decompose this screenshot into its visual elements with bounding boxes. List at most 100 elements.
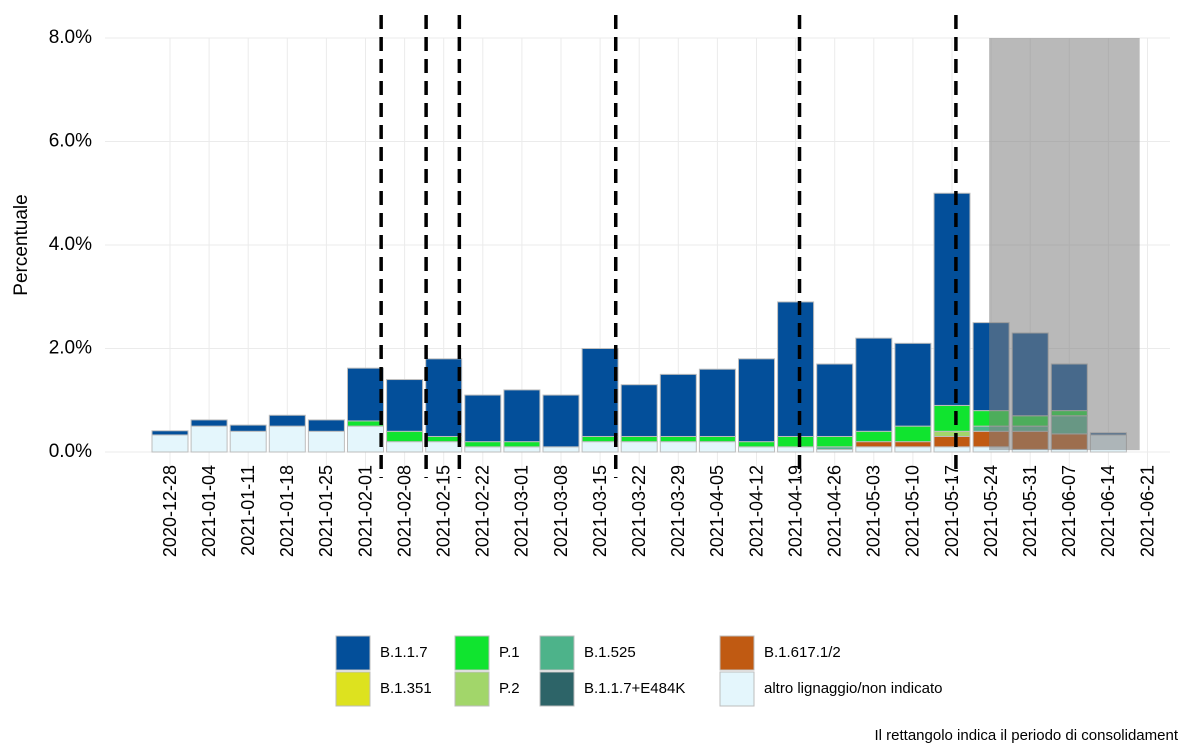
legend-key: [539, 671, 575, 707]
x-tick-label: 2021-05-17: [942, 465, 962, 557]
bar-segment: [933, 192, 971, 406]
legend-label: P.1: [499, 644, 520, 661]
bar-segment: [581, 441, 619, 453]
bar-segment: [698, 435, 736, 443]
bar-segment: [659, 373, 697, 437]
bar-segment: [307, 419, 345, 432]
x-tick-label: 2020-12-28: [160, 465, 180, 557]
x-tick-label: 2021-04-05: [707, 465, 727, 557]
bar-segment: [855, 446, 893, 453]
consolidation-rect: [989, 38, 1140, 451]
bar-segment: [855, 430, 893, 443]
bar-segment: [855, 337, 893, 432]
x-tick-label: 2021-01-25: [316, 465, 336, 557]
y-tick-label: 4.0%: [49, 234, 92, 255]
bar-segment: [738, 446, 775, 453]
bar-segment: [698, 441, 736, 453]
bar-segment: [894, 446, 932, 453]
legend-label: B.1.1.7+E484K: [584, 680, 685, 697]
y-axis-label: Percentuale: [11, 194, 32, 295]
bar-segment: [894, 425, 932, 443]
x-tick-label: 2021-02-15: [433, 465, 453, 557]
x-tick-label: 2021-01-11: [238, 465, 258, 556]
x-tick-label: 2021-02-01: [355, 465, 375, 557]
x-tick-label: 2021-04-19: [785, 465, 805, 557]
bar-segment: [894, 441, 932, 448]
bar-segment: [386, 441, 424, 453]
bar-segment: [933, 404, 971, 432]
bar-segment: [777, 435, 815, 448]
legend-key: [335, 671, 371, 707]
bar-segment: [777, 446, 815, 453]
legend-label: altro lignaggio/non indicato: [764, 680, 942, 697]
legend-key: [539, 635, 575, 671]
bar-segment: [347, 367, 384, 422]
bar-segment: [816, 363, 854, 437]
legend-key: [454, 671, 490, 707]
x-tick-label: 2021-06-14: [1098, 465, 1118, 557]
y-tick-label: 2.0%: [49, 338, 92, 359]
legend-label: B.1.525: [584, 644, 636, 661]
y-tick-label: 0.0%: [49, 441, 92, 462]
bar-segment: [738, 441, 775, 448]
bar-segment: [816, 435, 854, 448]
bar-segment: [464, 446, 502, 453]
bar-segment: [542, 394, 580, 448]
bar-segment: [190, 425, 228, 453]
bar-segment: [933, 430, 971, 437]
legend-label: B.1.1.7: [380, 644, 428, 661]
bar-segment: [620, 435, 658, 443]
bar-segment: [425, 441, 463, 453]
x-tick-label: 2021-01-18: [277, 465, 297, 557]
bar-segment: [503, 441, 541, 448]
bar-segment: [268, 414, 306, 427]
x-tick-label: 2021-04-12: [746, 465, 766, 557]
bar-segment: [894, 342, 932, 427]
x-tick-label: 2021-01-04: [199, 465, 219, 557]
x-tick-label: 2021-03-01: [512, 465, 532, 557]
legend-label: P.2: [499, 680, 520, 697]
x-tick-label: 2021-06-07: [1059, 465, 1079, 557]
x-tick-label: 2021-05-10: [903, 465, 923, 557]
legend-key: [719, 671, 755, 707]
bar-segment: [542, 446, 580, 453]
legend-key: [335, 635, 371, 671]
legend-label: B.1.351: [380, 680, 432, 697]
bar-segment: [190, 419, 228, 427]
bar-segment: [151, 434, 189, 453]
bar-segment: [933, 435, 971, 448]
bar-segment: [620, 441, 658, 453]
bar-segment: [738, 358, 775, 443]
x-tick-label: 2021-02-22: [473, 465, 493, 557]
x-tick-label: 2021-05-24: [981, 465, 1001, 557]
bar-segment: [777, 301, 815, 437]
bar-segment: [425, 358, 463, 437]
bar-segment: [464, 441, 502, 448]
x-tick-label: 2021-03-22: [629, 465, 649, 557]
bar-segment: [933, 446, 971, 453]
x-tick-label: 2021-03-08: [551, 465, 571, 557]
bar-segment: [581, 435, 619, 443]
bar-segment: [425, 435, 463, 443]
x-tick-label: 2021-04-26: [824, 465, 844, 557]
y-tick-label: 6.0%: [49, 131, 92, 152]
bar-segment: [151, 430, 189, 436]
bar-segment: [620, 384, 658, 437]
x-tick-label: 2021-03-15: [590, 465, 610, 557]
bar-segment: [386, 379, 424, 432]
x-tick-label: 2021-03-29: [668, 465, 688, 557]
bar-segment: [698, 368, 736, 437]
legend-key: [719, 635, 755, 671]
x-tick-label: 2021-06-21: [1137, 465, 1157, 557]
bar-segment: [855, 441, 893, 448]
x-tick-label: 2021-05-03: [864, 465, 884, 557]
x-tick-label: 2021-05-31: [1020, 465, 1040, 557]
bar-segment: [464, 394, 502, 443]
bar-segment: [229, 424, 267, 432]
bar-segment: [659, 441, 697, 453]
caption: Il rettangolo indica il periodo di conso…: [874, 727, 1178, 744]
y-tick-label: 8.0%: [49, 27, 92, 48]
bar-segment: [503, 389, 541, 443]
bar-segment: [307, 430, 345, 453]
